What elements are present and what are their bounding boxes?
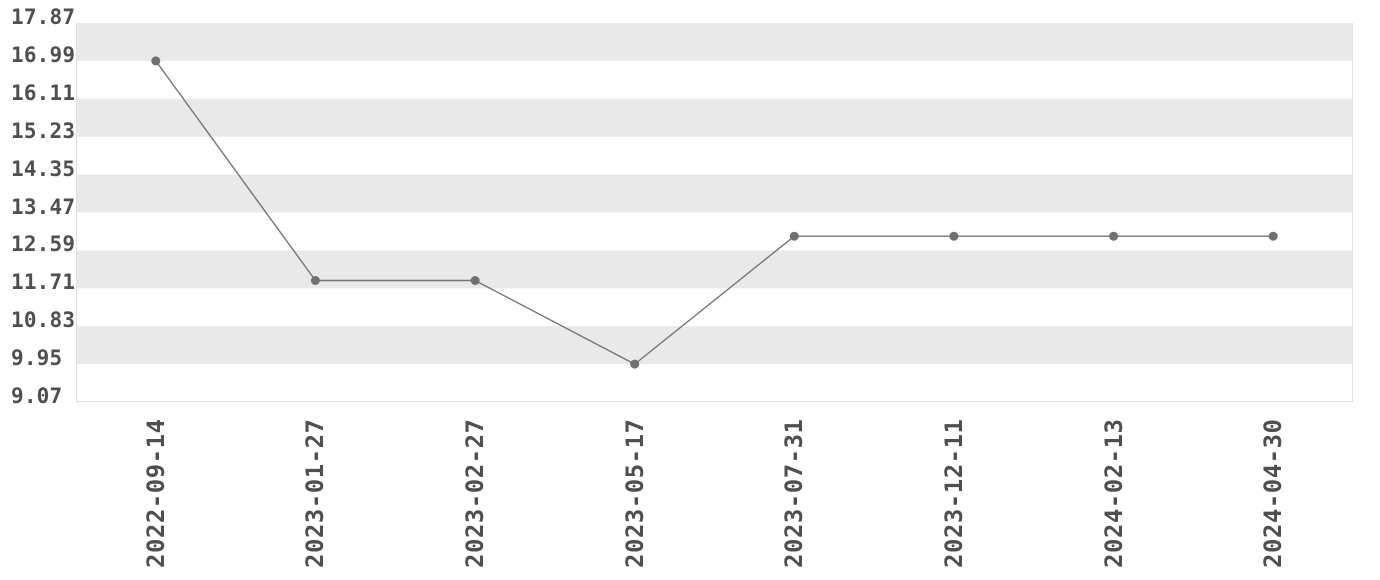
y-tick-label: 10.83 (11, 308, 76, 333)
y-tick-label: 14.35 (11, 156, 76, 181)
y-tick-label: 15.23 (11, 118, 76, 143)
data-point-marker (310, 276, 320, 285)
grid-band (76, 250, 1353, 289)
y-tick-label: 17.87 (11, 5, 76, 29)
x-tick-label: 2023-02-27 (461, 418, 490, 569)
data-point-marker (470, 276, 480, 285)
grid-band (76, 98, 1353, 137)
y-tick-label: 16.11 (11, 80, 76, 105)
series-line (155, 60, 1274, 365)
grid-band (76, 326, 1353, 365)
data-point-marker (789, 231, 799, 241)
y-tick-label: 11.71 (11, 270, 76, 295)
grid-band (76, 174, 1353, 213)
data-point-marker (151, 56, 161, 66)
y-tick-label: 9.95 (11, 346, 63, 371)
x-tick-label: 2023-01-27 (301, 418, 330, 569)
y-tick-label: 12.59 (11, 232, 76, 257)
x-tick-label: 2023-12-11 (939, 418, 968, 569)
data-point-marker (1268, 231, 1278, 241)
x-tick-label: 2024-02-13 (1099, 418, 1128, 569)
x-tick-label: 2022-09-14 (141, 418, 170, 569)
y-tick-label: 9.07 (11, 384, 63, 408)
data-point-marker (1109, 231, 1119, 241)
grid-band (76, 23, 1353, 61)
y-tick-label: 16.99 (11, 42, 76, 67)
x-tick-label: 2023-07-31 (780, 418, 809, 569)
data-point-marker (949, 231, 959, 241)
x-tick-label: 2024-04-30 (1259, 418, 1288, 569)
data-point-marker (630, 359, 640, 369)
x-tick-label: 2023-05-17 (620, 418, 649, 569)
y-tick-label: 13.47 (11, 194, 76, 219)
